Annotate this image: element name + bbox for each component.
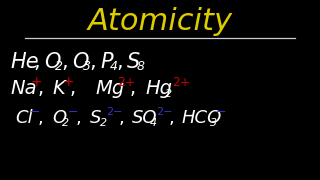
Text: +: + [63,75,75,89]
Text: −: − [216,105,227,118]
Text: O: O [44,52,60,72]
Text: Cl: Cl [15,109,33,127]
Text: ,: , [76,109,82,127]
Text: 2−: 2− [156,107,172,117]
Text: 2: 2 [100,118,107,128]
Text: O: O [72,52,88,72]
Text: SO: SO [132,109,157,127]
Text: 2: 2 [55,60,63,73]
Text: ,: , [38,80,44,98]
Text: −: − [68,105,78,118]
Text: S: S [90,109,101,127]
Text: Mg: Mg [95,80,124,98]
Text: 4: 4 [150,118,157,128]
Text: ,: , [130,80,136,98]
Text: 2−: 2− [106,107,123,117]
Text: ,: , [70,80,76,98]
Text: S: S [127,52,140,72]
Text: 2: 2 [165,89,172,99]
Text: 8: 8 [137,60,145,73]
Text: 4: 4 [110,60,118,73]
Text: 2: 2 [62,118,69,128]
Text: 2+: 2+ [172,75,190,89]
Text: 3: 3 [83,60,91,73]
Text: ,: , [61,52,68,72]
Text: Na: Na [10,80,36,98]
Text: ,: , [116,52,123,72]
Text: He: He [10,52,39,72]
Text: −: − [30,105,41,118]
Text: ,: , [89,52,96,72]
Text: ,: , [33,52,40,72]
Text: 2+: 2+ [117,75,135,89]
Text: +: + [30,75,42,89]
Text: ,: , [119,109,125,127]
Text: K: K [52,80,65,98]
Text: 3: 3 [210,118,217,128]
Text: HCO: HCO [182,109,222,127]
Text: Atomicity: Atomicity [87,8,233,37]
Text: ,: , [169,109,175,127]
Text: ,: , [38,109,44,127]
Text: P: P [100,52,113,72]
Text: O: O [52,109,66,127]
Text: Hg: Hg [145,80,172,98]
